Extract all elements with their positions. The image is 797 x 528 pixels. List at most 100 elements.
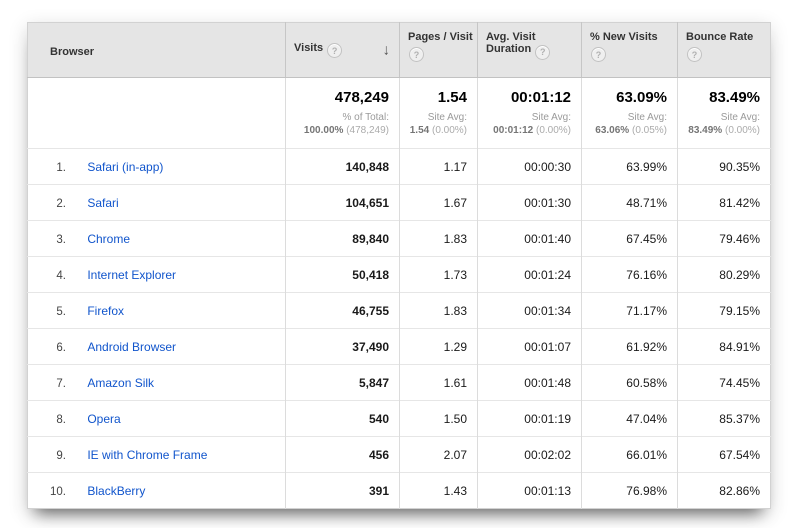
total-visits-value: 478,249 [334, 89, 389, 106]
visits-cell: 89,840 [285, 220, 400, 257]
table-row: 4. Internet Explorer 50,418 1.73 00:01:2… [27, 256, 771, 293]
help-icon[interactable]: ? [687, 47, 702, 62]
help-icon[interactable]: ? [409, 47, 424, 62]
column-header-bounce-rate[interactable]: Bounce Rate ? [677, 22, 771, 78]
browser-cell: 3. Chrome [27, 220, 286, 257]
column-header-browser[interactable]: Browser [27, 22, 286, 78]
visits-cell: 5,847 [285, 364, 400, 401]
avg-visit-duration-cell: 00:01:07 [477, 328, 582, 365]
table-row: 2. Safari 104,651 1.67 00:01:30 48.71% 8… [27, 184, 771, 221]
help-icon[interactable]: ? [591, 47, 606, 62]
browser-link[interactable]: Internet Explorer [87, 267, 177, 282]
new-visits-cell: 47.04% [581, 400, 678, 437]
browser-cell: 8. Opera [27, 400, 286, 437]
browser-cell: 10. BlackBerry [27, 472, 286, 509]
row-rank: 9. [56, 449, 66, 462]
help-icon[interactable]: ? [535, 44, 551, 60]
sort-descending-icon[interactable]: ↓ [382, 41, 391, 59]
avg-visit-duration-cell: 00:01:48 [477, 364, 582, 401]
row-rank: 7. [56, 377, 66, 390]
summary-visits-cell: 478,249 % of Total: 100.00% (478,249) [285, 77, 400, 149]
help-icon[interactable]: ? [327, 43, 343, 59]
pages-per-visit-cell: 1.43 [399, 472, 478, 509]
avg-bounce-value: 83.49% [709, 89, 760, 106]
browser-cell: 7. Amazon Silk [27, 364, 286, 401]
visits-cell: 140,848 [285, 148, 400, 185]
browser-link[interactable]: Amazon Silk [87, 375, 155, 390]
row-rank: 2. [56, 197, 66, 210]
new-visits-cell: 76.98% [581, 472, 678, 509]
new-visits-cell: 71.17% [581, 292, 678, 329]
column-label: Browser [50, 46, 95, 58]
summary-bounce-cell: 83.49% Site Avg: 83.49% (0.00%) [677, 77, 771, 149]
row-rank: 5. [56, 305, 66, 318]
table-header-row: Browser Visits? ↓ Pages / Visit ? Avg. V… [27, 22, 771, 78]
row-rank: 3. [56, 233, 66, 246]
column-label: Avg. Visit Duration [486, 31, 536, 55]
browser-link[interactable]: Opera [87, 411, 121, 426]
pages-per-visit-cell: 1.73 [399, 256, 478, 293]
avg-visit-duration-cell: 00:01:30 [477, 184, 582, 221]
table-row: 5. Firefox 46,755 1.83 00:01:34 71.17% 7… [27, 292, 771, 329]
pages-per-visit-cell: 1.29 [399, 328, 478, 365]
browser-cell: 9. IE with Chrome Frame [27, 436, 286, 473]
new-visits-cell: 76.16% [581, 256, 678, 293]
avg-bounce-subtext: Site Avg: 83.49% (0.00%) [688, 112, 760, 136]
pages-per-visit-cell: 1.17 [399, 148, 478, 185]
avg-visit-duration-cell: 00:01:19 [477, 400, 582, 437]
visits-cell: 37,490 [285, 328, 400, 365]
browser-link[interactable]: Safari (in-app) [87, 159, 164, 174]
browser-link[interactable]: Safari [87, 195, 119, 210]
avg-visit-duration-cell: 00:01:34 [477, 292, 582, 329]
avg-duration-subtext: Site Avg: 00:01:12 (0.00%) [493, 112, 571, 136]
visits-cell: 46,755 [285, 292, 400, 329]
column-header-visits[interactable]: Visits? ↓ [285, 22, 400, 78]
avg-pages-value: 1.54 [437, 89, 467, 106]
column-header-avg-visit-duration[interactable]: Avg. Visit Duration? [477, 22, 582, 78]
bounce-rate-cell: 85.37% [677, 400, 771, 437]
bounce-rate-cell: 79.46% [677, 220, 771, 257]
column-header-pages-per-visit[interactable]: Pages / Visit ? [399, 22, 478, 78]
bounce-rate-cell: 90.35% [677, 148, 771, 185]
browser-link[interactable]: Chrome [87, 231, 131, 246]
column-label: % New Visits [590, 31, 658, 43]
browser-metrics-table: Browser Visits? ↓ Pages / Visit ? Avg. V… [27, 22, 771, 509]
column-label: Bounce Rate [686, 31, 754, 43]
browser-cell: 6. Android Browser [27, 328, 286, 365]
browser-link[interactable]: BlackBerry [87, 483, 146, 498]
avg-new-visits-value: 63.09% [616, 89, 667, 106]
table-row: 3. Chrome 89,840 1.83 00:01:40 67.45% 79… [27, 220, 771, 257]
bounce-rate-cell: 81.42% [677, 184, 771, 221]
bounce-rate-cell: 74.45% [677, 364, 771, 401]
avg-visit-duration-cell: 00:01:13 [477, 472, 582, 509]
row-rank: 1. [56, 161, 66, 174]
avg-visit-duration-cell: 00:01:40 [477, 220, 582, 257]
pages-per-visit-cell: 1.61 [399, 364, 478, 401]
new-visits-cell: 66.01% [581, 436, 678, 473]
avg-duration-value: 00:01:12 [510, 89, 571, 106]
avg-visit-duration-cell: 00:00:30 [477, 148, 582, 185]
table-row: 10. BlackBerry 391 1.43 00:01:13 76.98% … [27, 472, 771, 509]
bounce-rate-cell: 84.91% [677, 328, 771, 365]
row-rank: 10. [50, 485, 66, 498]
summary-browser-cell [27, 77, 286, 149]
new-visits-cell: 61.92% [581, 328, 678, 365]
visits-cell: 456 [285, 436, 400, 473]
browser-link[interactable]: IE with Chrome Frame [87, 447, 208, 462]
bounce-rate-cell: 80.29% [677, 256, 771, 293]
summary-new-visits-cell: 63.09% Site Avg: 63.06% (0.05%) [581, 77, 678, 149]
avg-visit-duration-cell: 00:01:24 [477, 256, 582, 293]
pages-per-visit-cell: 1.67 [399, 184, 478, 221]
browser-link[interactable]: Firefox [87, 303, 125, 318]
column-header-new-visits[interactable]: % New Visits ? [581, 22, 678, 78]
column-label: Visits [294, 41, 324, 54]
table-row: 9. IE with Chrome Frame 456 2.07 00:02:0… [27, 436, 771, 473]
row-rank: 4. [56, 269, 66, 282]
row-rank: 8. [56, 413, 66, 426]
bounce-rate-cell: 67.54% [677, 436, 771, 473]
new-visits-cell: 60.58% [581, 364, 678, 401]
table-row: 6. Android Browser 37,490 1.29 00:01:07 … [27, 328, 771, 365]
summary-row: 478,249 % of Total: 100.00% (478,249) 1.… [27, 77, 771, 149]
browser-link[interactable]: Android Browser [87, 339, 177, 354]
